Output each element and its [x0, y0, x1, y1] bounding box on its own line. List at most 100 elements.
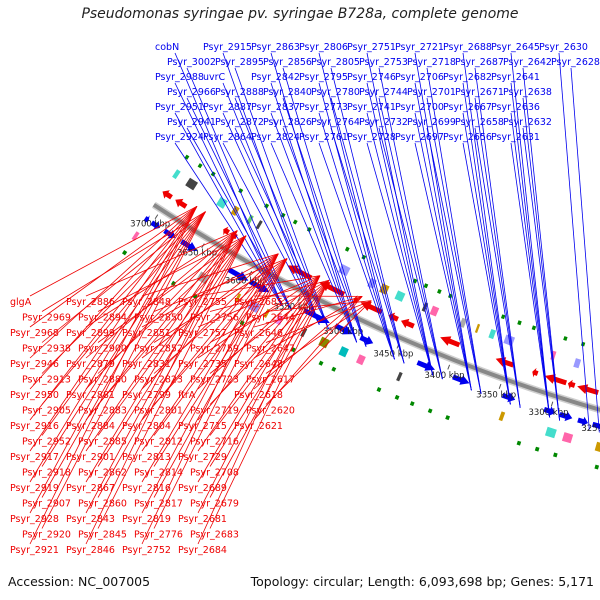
feature-block: [488, 328, 497, 340]
gene-label: Psyr_2843: [66, 514, 115, 525]
gene-label: Psyr_2756: [190, 313, 239, 324]
label-leader: [85, 230, 238, 328]
gene-label: Psyr_2872: [215, 117, 264, 128]
gene-label: Psyr_2966: [167, 87, 216, 98]
gene-label: Psyr_2805: [311, 57, 360, 68]
label-leader: [462, 112, 511, 405]
label-leader: [265, 300, 372, 405]
label-leader: [141, 253, 279, 483]
axis-tick-mark: [297, 296, 301, 302]
gene-label: Psyr_2753: [359, 57, 408, 68]
gene-label: Psyr_2884: [66, 421, 115, 432]
gene-label: Psyr_2735: [178, 359, 227, 370]
label-leader: [29, 205, 198, 328]
label-leader: [265, 300, 372, 312]
label-leader: [197, 275, 321, 359]
label-leader: [85, 230, 238, 359]
feature-block: [367, 277, 377, 289]
label-leader: [197, 275, 321, 545]
label-leader: [141, 253, 279, 297]
gene-label: Psyr_2946: [10, 359, 59, 370]
feature-block: [561, 432, 574, 444]
gc-marker: [292, 219, 298, 225]
feature-block: [459, 317, 467, 328]
label-leader: [153, 258, 288, 436]
gene-label: cobN: [155, 42, 179, 53]
gene-label: Psyr_2644: [246, 313, 295, 324]
gc-marker: [361, 254, 367, 260]
label-leader: [186, 127, 292, 311]
reverse-gene-arrow: [287, 265, 313, 281]
gc-marker: [445, 415, 451, 421]
gene-label: Psyr_2969: [22, 313, 71, 324]
label-leader: [153, 258, 288, 498]
label-leader: [141, 253, 279, 514]
forward-gene-arrow: [143, 215, 150, 224]
gc-marker: [437, 288, 442, 294]
gene-label: Psyr_2729: [178, 452, 227, 463]
gene-label: Psyr_2894: [78, 313, 127, 324]
feature-block: [498, 411, 506, 422]
gene-label: Psyr_2795: [299, 72, 348, 83]
reverse-gene-arrow: [577, 384, 599, 395]
gene-label: Psyr_2941: [167, 117, 216, 128]
axis-tick-mark: [498, 383, 502, 389]
reverse-gene-arrow: [544, 374, 567, 386]
gene-label: Psyr_2761: [299, 132, 348, 143]
label-leader: [366, 112, 434, 376]
gene-label: Psyr_2888: [215, 87, 264, 98]
gene-label: Psyr_2752: [122, 545, 171, 556]
gene-label: Psyr_2867: [66, 483, 115, 494]
feature-block: [544, 426, 557, 439]
feature-block: [396, 371, 403, 382]
gene-label: Psyr_2901: [66, 452, 115, 463]
label-leader: [510, 82, 551, 418]
gene-label: Psyr_2851: [122, 328, 171, 339]
gene-label: Psyr_2840: [263, 87, 312, 98]
gene-label: Psyr_2863: [251, 42, 300, 53]
feature-block: [355, 354, 366, 366]
gene-label: Psyr_2852: [134, 344, 183, 355]
gene-label: Psyr_2759: [190, 344, 239, 355]
label-leader: [522, 97, 560, 421]
label-leader: [197, 275, 321, 483]
gene-label: Psyr_2862: [78, 468, 127, 479]
reverse-gene-arrow: [532, 367, 539, 378]
gene-label: ftrA: [178, 390, 196, 401]
gene-label: Psyr_2671: [455, 87, 504, 98]
axis-tick-label: 3400 kbp: [424, 371, 464, 381]
gene-label: Psyr_2701: [407, 87, 456, 98]
axis-tick-label: 3650 kbp: [177, 249, 217, 259]
label-leader: [330, 67, 405, 364]
topology-text: Topology: circular; Length: 6,093,698 bp…: [250, 574, 594, 589]
label-leader: [29, 205, 198, 297]
gene-label: Psyr_2641: [491, 72, 540, 83]
label-leader: [153, 258, 288, 374]
gene-label: uvrC: [203, 72, 226, 83]
gc-marker: [500, 314, 506, 320]
gene-label: Psyr_2919: [10, 483, 59, 494]
label-leader: [197, 275, 321, 421]
gene-label: Psyr_2823: [134, 375, 183, 386]
gene-label: Psyr_2683: [190, 530, 239, 541]
gc-marker: [184, 154, 190, 160]
gene-label: Psyr_2799: [122, 390, 171, 401]
label-leader: [41, 211, 206, 467]
axis-tick-label: 3300 kbp: [528, 408, 568, 418]
gene-label: Psyr_2715: [178, 421, 227, 432]
label-leader: [197, 275, 321, 452]
reverse-gene-arrow: [440, 336, 461, 348]
label-leader: [474, 127, 521, 408]
gc-marker: [517, 320, 522, 326]
label-leader: [197, 275, 321, 390]
gene-label: Psyr_2928: [10, 514, 59, 525]
axis-tick-mark: [550, 401, 554, 407]
gene-label: Psyr_2918: [22, 468, 71, 479]
gene-label: Psyr_2755: [178, 297, 227, 308]
label-leader: [29, 206, 198, 545]
gene-label: Psyr_2776: [134, 530, 183, 541]
gene-label: Psyr_2706: [395, 72, 444, 83]
label-leader: [141, 253, 279, 359]
gene-label: Psyr_2718: [407, 57, 456, 68]
gene-label: Psyr_2900: [78, 344, 127, 355]
